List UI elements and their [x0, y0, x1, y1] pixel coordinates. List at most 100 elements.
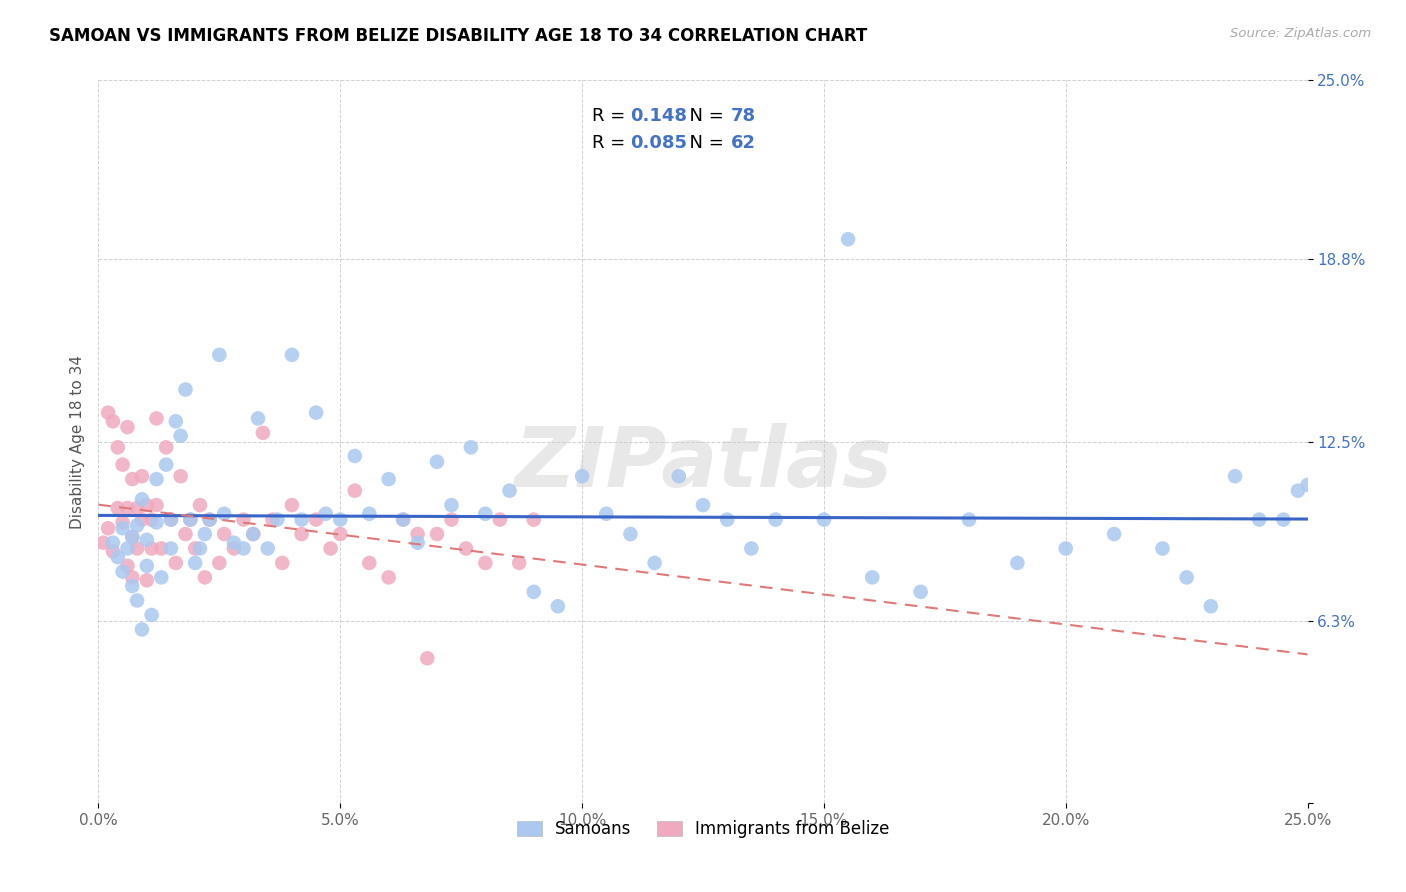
Point — [111, 565, 134, 579]
Point — [131, 512, 153, 526]
Point — [222, 541, 245, 556]
Point — [150, 541, 173, 556]
Point — [1007, 556, 1029, 570]
Point — [117, 558, 139, 573]
Point — [416, 651, 439, 665]
Point — [111, 458, 134, 472]
Point — [131, 492, 153, 507]
Point — [135, 533, 157, 547]
Point — [860, 570, 883, 584]
Point — [121, 579, 143, 593]
Point — [232, 512, 254, 526]
Point — [1272, 512, 1295, 526]
Text: 0.148: 0.148 — [630, 107, 688, 125]
Point — [208, 556, 231, 570]
Point — [198, 512, 221, 526]
Point — [160, 541, 183, 556]
Point — [290, 512, 312, 526]
Point — [595, 507, 617, 521]
Text: R =: R = — [592, 107, 631, 125]
Point — [179, 512, 201, 526]
Point — [160, 512, 183, 526]
Point — [957, 512, 980, 526]
Point — [406, 535, 429, 549]
Point — [1175, 570, 1198, 584]
Text: Source: ZipAtlas.com: Source: ZipAtlas.com — [1230, 27, 1371, 40]
Point — [101, 544, 124, 558]
Point — [262, 512, 284, 526]
Point — [155, 458, 177, 472]
Point — [141, 541, 163, 556]
Point — [212, 507, 235, 521]
Point — [135, 498, 157, 512]
Point — [837, 232, 859, 246]
Text: N =: N = — [678, 107, 730, 125]
Point — [305, 406, 328, 420]
Point — [97, 521, 120, 535]
Point — [198, 512, 221, 526]
Point — [343, 483, 366, 498]
Point — [145, 472, 167, 486]
Point — [145, 498, 167, 512]
Point — [319, 541, 342, 556]
Point — [305, 512, 328, 526]
Point — [440, 498, 463, 512]
Point — [150, 570, 173, 584]
Y-axis label: Disability Age 18 to 34: Disability Age 18 to 34 — [69, 354, 84, 529]
Point — [247, 411, 270, 425]
Point — [169, 429, 191, 443]
Point — [1152, 541, 1174, 556]
Point — [97, 406, 120, 420]
Point — [716, 512, 738, 526]
Point — [765, 512, 787, 526]
Point — [242, 527, 264, 541]
Point — [101, 414, 124, 428]
Text: 62: 62 — [731, 134, 756, 153]
Point — [813, 512, 835, 526]
Point — [644, 556, 666, 570]
Point — [155, 440, 177, 454]
Point — [266, 512, 288, 526]
Text: 0.085: 0.085 — [630, 134, 688, 153]
Point — [107, 440, 129, 454]
Point — [271, 556, 294, 570]
Point — [406, 527, 429, 541]
Point — [141, 512, 163, 526]
Point — [359, 556, 381, 570]
Point — [127, 501, 149, 516]
Point — [131, 623, 153, 637]
Point — [212, 527, 235, 541]
Point — [392, 512, 415, 526]
Point — [135, 558, 157, 573]
Text: 78: 78 — [731, 107, 756, 125]
Point — [174, 383, 197, 397]
Point — [440, 512, 463, 526]
Point — [222, 535, 245, 549]
Point — [474, 556, 496, 570]
Point — [208, 348, 231, 362]
Text: ZIPatlas: ZIPatlas — [515, 423, 891, 504]
Text: SAMOAN VS IMMIGRANTS FROM BELIZE DISABILITY AGE 18 TO 34 CORRELATION CHART: SAMOAN VS IMMIGRANTS FROM BELIZE DISABIL… — [49, 27, 868, 45]
Point — [523, 512, 546, 526]
Point — [498, 483, 520, 498]
Point — [489, 512, 512, 526]
Point — [131, 469, 153, 483]
Point — [169, 469, 191, 483]
Point — [127, 541, 149, 556]
Point — [377, 570, 399, 584]
Point — [107, 501, 129, 516]
Point — [523, 584, 546, 599]
Point — [329, 527, 352, 541]
Point — [571, 469, 593, 483]
Point — [160, 512, 183, 526]
Point — [179, 512, 201, 526]
Point — [91, 535, 114, 549]
Point — [127, 593, 149, 607]
Point — [121, 570, 143, 584]
Point — [619, 527, 641, 541]
Point — [1249, 512, 1271, 526]
Text: N =: N = — [678, 134, 730, 153]
Point — [145, 411, 167, 425]
Point — [184, 556, 207, 570]
Point — [377, 472, 399, 486]
